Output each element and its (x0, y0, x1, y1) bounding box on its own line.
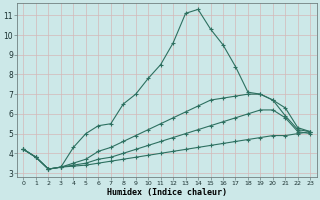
X-axis label: Humidex (Indice chaleur): Humidex (Indice chaleur) (107, 188, 227, 197)
